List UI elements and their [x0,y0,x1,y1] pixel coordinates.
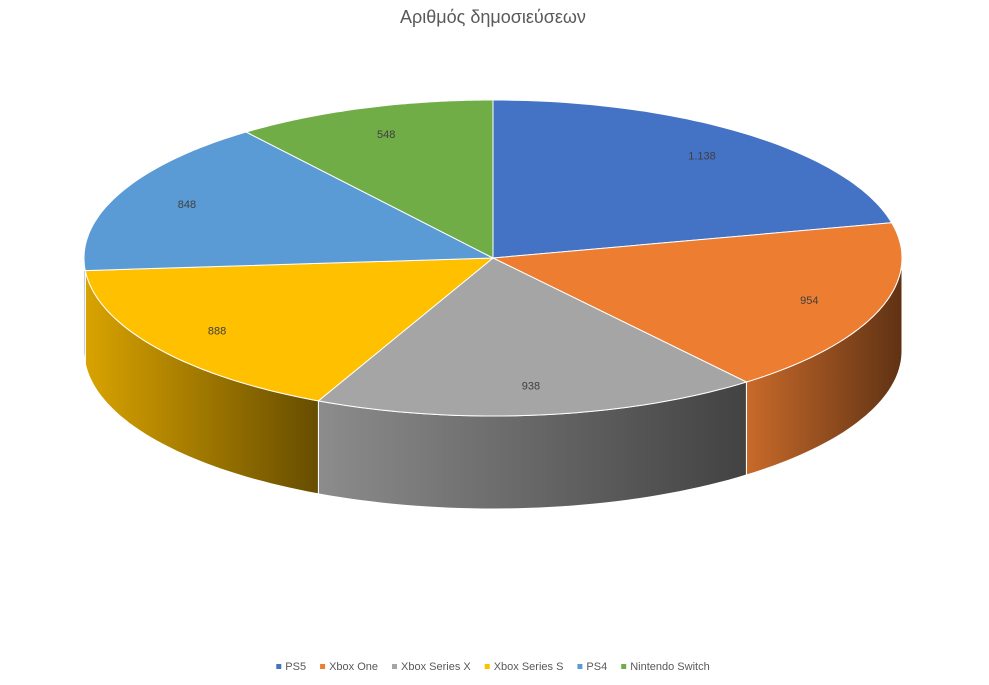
legend-marker [392,664,398,669]
legend-label: Xbox One [329,661,378,673]
legend: PS5 Xbox One Xbox Series X Xbox Series S PS4… [276,661,710,673]
legend-label: PS4 [586,661,607,673]
slice [317,257,748,417]
data-label: 548 [377,129,395,141]
legend-marker [484,664,490,669]
slice-side [83,258,86,364]
slice [84,257,495,402]
data-label: 938 [522,381,540,393]
slice [244,99,494,259]
legend-marker [621,664,627,669]
legend-label: Xbox Series X [401,661,471,673]
data-label: 954 [800,295,818,307]
legend-label: PS5 [285,661,306,673]
slice [492,99,893,259]
legend-marker [276,664,282,669]
slice [83,131,494,272]
slice [491,222,903,383]
data-label: 1.138 [688,151,716,163]
chart-title: Αριθμός δημοσιεύσεων [400,7,586,27]
data-label: 888 [208,326,226,338]
legend-label: Nintendo Switch [630,661,710,673]
data-label: 848 [178,199,196,211]
legend-marker [577,664,583,669]
legend-label: Xbox Series S [494,661,564,673]
legend-marker [320,664,326,669]
